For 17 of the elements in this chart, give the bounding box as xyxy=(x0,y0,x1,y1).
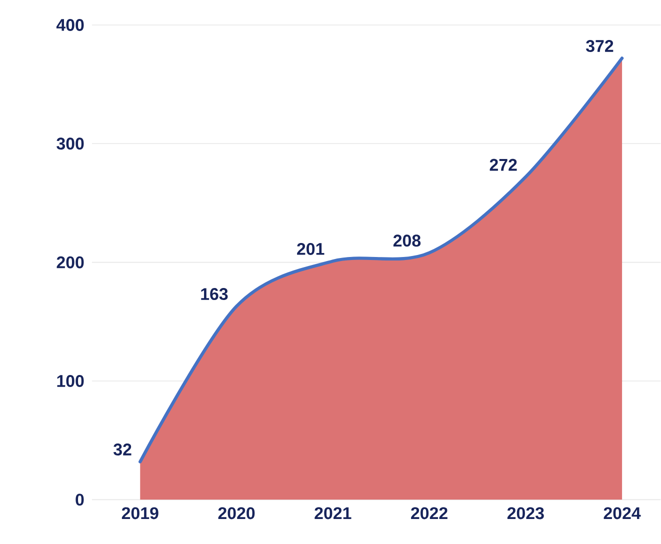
data-label: 208 xyxy=(393,234,421,247)
data-label: 201 xyxy=(297,243,324,256)
y-tick-label: 100 xyxy=(57,375,84,388)
data-label: 372 xyxy=(586,40,614,52)
y-tick-label: 300 xyxy=(56,138,84,150)
data-label: 272 xyxy=(490,159,517,171)
x-tick-label: 2020 xyxy=(218,507,255,520)
x-tick-label: 2024 xyxy=(604,507,641,520)
x-tick-label: 2023 xyxy=(507,507,544,520)
data-label: 163 xyxy=(201,288,228,300)
y-tick-label: 200 xyxy=(56,256,84,269)
data-label: 32 xyxy=(114,444,132,456)
x-tick-label: 2022 xyxy=(411,507,448,520)
x-tick-label: 2021 xyxy=(314,507,352,520)
y-tick-label: 0 xyxy=(76,494,84,506)
y-tick-label: 400 xyxy=(56,19,84,32)
x-tick-label: 2019 xyxy=(122,507,158,520)
